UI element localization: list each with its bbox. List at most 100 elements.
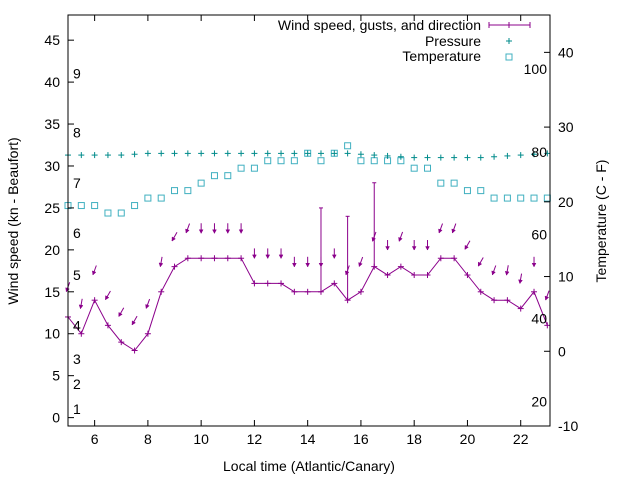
- temperature-point: [290, 157, 298, 165]
- wind-direction-arrow: [518, 273, 523, 285]
- y-tick-label: 0: [52, 410, 60, 426]
- wind-direction-head: [185, 228, 190, 234]
- x-tick-label: 8: [144, 431, 152, 447]
- legend-wind-marker: [506, 22, 512, 28]
- pressure-point: [397, 153, 404, 160]
- wind-direction-arrow: [265, 248, 271, 259]
- wind-speed-point: [491, 297, 498, 304]
- pressure-point: [491, 153, 498, 160]
- pressure-point: [531, 151, 538, 158]
- temperature-point: [450, 179, 458, 187]
- wind-direction-arrow: [78, 298, 84, 310]
- wind-speed-point: [118, 339, 125, 346]
- wind-direction-arrow: [544, 290, 550, 301]
- wind-direction-arrow: [171, 232, 178, 242]
- wind-direction-head: [92, 270, 97, 276]
- wind-speed-point: [104, 322, 111, 329]
- temperature-point: [424, 164, 432, 172]
- pressure-point: [384, 152, 391, 159]
- temperature-point: [503, 194, 511, 202]
- temperature-point: [543, 194, 551, 202]
- temperature-point: [144, 194, 152, 202]
- x-axis-label: Local time (Atlantic/Canary): [223, 458, 395, 474]
- pressure-point: [437, 154, 444, 161]
- wind-direction-head: [438, 228, 443, 234]
- wind-speed-point: [184, 255, 191, 262]
- pressure-point: [477, 154, 484, 161]
- wind-speed-point: [517, 305, 524, 312]
- legend-label-pressure: Pressure: [425, 33, 481, 49]
- x-tick-label: 14: [300, 431, 316, 447]
- wind-direction-arrow: [491, 265, 497, 276]
- wind-speed-point: [264, 280, 271, 287]
- legend-temperature-marker: [505, 53, 513, 61]
- y-axis-label: Wind speed (kn - Beaufort): [5, 137, 21, 304]
- wind-direction-head: [265, 254, 271, 259]
- wind-direction-arrow: [411, 240, 417, 251]
- wind-speed-line: [67, 257, 548, 352]
- y2-tick-label: 0: [558, 343, 566, 359]
- y-tick-label: 10: [44, 326, 60, 342]
- temperature-point: [250, 164, 258, 172]
- y2-tick-label: 30: [558, 119, 574, 135]
- pressure-point: [91, 152, 98, 159]
- temperature-point: [104, 209, 112, 217]
- x-tick-label: 20: [460, 431, 476, 447]
- axes-layer: 6 8 10 12 14 16 18 20 22051015202530354045-10010…: [44, 15, 578, 447]
- wind-direction-head: [544, 295, 550, 301]
- pressure-point: [331, 150, 338, 157]
- pressure-point: [198, 150, 205, 157]
- pressure-point: [504, 152, 511, 159]
- wind-direction-arrow: [358, 256, 364, 267]
- y-tick-label: 25: [44, 200, 60, 216]
- legend-sample-pressure: [506, 38, 512, 44]
- fahrenheit-label: 20: [531, 393, 547, 409]
- wind-direction-head: [451, 228, 456, 234]
- fahrenheit-label: 80: [531, 144, 547, 160]
- wind-direction-arrow: [438, 223, 443, 234]
- legend-sample-wind: [488, 22, 531, 28]
- temperature-point: [77, 202, 85, 210]
- wind-direction-head: [212, 229, 217, 234]
- x-tick-label: 16: [353, 431, 369, 447]
- wind-direction-head: [358, 262, 363, 267]
- pressure-point: [451, 154, 458, 161]
- beaufort-label: 7: [73, 175, 81, 191]
- wind-speed-point: [211, 255, 218, 262]
- pressure-point: [264, 150, 271, 157]
- wind-direction-head: [118, 312, 123, 317]
- y-tick-label: 20: [44, 242, 60, 258]
- wind-direction-head: [478, 261, 483, 267]
- temperature-point: [117, 209, 125, 217]
- wind-direction-arrow: [198, 223, 204, 234]
- pressure-point: [184, 150, 191, 157]
- pressure-point: [158, 150, 165, 157]
- wind-speed-point: [397, 263, 404, 270]
- wind-direction-head: [105, 295, 110, 301]
- wind-direction-head: [531, 263, 537, 268]
- wind-direction-arrow: [145, 298, 151, 309]
- temperature-point: [317, 157, 325, 165]
- wind-direction-arrow: [331, 248, 337, 259]
- y2-axis-label: Temperature (C - F): [593, 160, 609, 283]
- wind-direction-head: [305, 263, 311, 268]
- temperature-point: [463, 187, 471, 195]
- beaufort-label: 2: [73, 376, 81, 392]
- wind-speed-point: [291, 288, 298, 295]
- wind-direction-head: [65, 287, 70, 293]
- temperature-point: [157, 194, 165, 202]
- wind-direction-arrow: [92, 265, 97, 276]
- wind-direction-head: [518, 279, 523, 285]
- wind-speed-point: [411, 272, 418, 279]
- pressure-point: [357, 151, 364, 158]
- temperature-point: [530, 194, 538, 202]
- legend-label-temperature: Temperature: [402, 48, 481, 64]
- beaufort-label: 8: [73, 124, 81, 140]
- pressure-point: [517, 152, 524, 159]
- beaufort-label: 6: [73, 225, 81, 241]
- wind-direction-arrow: [477, 257, 484, 267]
- y2-tick-label: 40: [558, 44, 574, 60]
- wind-direction-arrow: [385, 240, 390, 251]
- wind-direction-arrow: [504, 265, 510, 276]
- wind-speed-point: [464, 272, 471, 279]
